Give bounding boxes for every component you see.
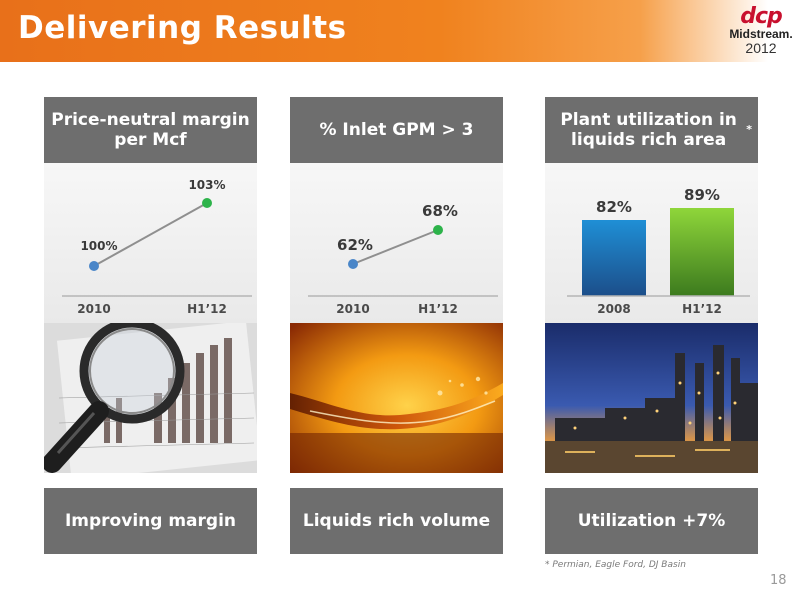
category-label: H1’12	[187, 302, 227, 316]
data-point	[202, 198, 212, 208]
chart-margin-svg: 100% 2010 103% H1’12	[62, 178, 252, 316]
photo-liquid-splash	[290, 323, 503, 473]
series-line	[352, 229, 439, 265]
panel-header: Plant utilization in liquids rich area *	[545, 97, 758, 163]
data-label: 82%	[596, 198, 632, 216]
panel-gpm: % Inlet GPM > 3 62% 2010 68% H1’12	[290, 97, 503, 554]
photo-magnifying-glass	[44, 323, 257, 473]
footnote: * Permian, Eagle Ford, DJ Basin	[545, 560, 686, 570]
panel-header-text: Plant utilization in liquids rich area	[560, 110, 737, 150]
data-label: 68%	[422, 202, 458, 220]
data-point	[89, 261, 99, 271]
data-label: 103%	[188, 178, 225, 192]
slide-title: Delivering Results	[18, 10, 347, 46]
bar	[582, 220, 646, 296]
company-logo: dcp Midstream. 2012	[726, 6, 796, 58]
data-point	[348, 259, 358, 269]
header-footnote-mark: *	[746, 123, 752, 136]
panel-header-text: % Inlet GPM > 3	[319, 120, 474, 140]
series-line	[93, 202, 208, 267]
category-label: 2010	[77, 302, 110, 316]
panel-header: % Inlet GPM > 3	[290, 97, 503, 163]
chart-utilization-svg: 82% 2008 89% H1’12	[567, 186, 750, 316]
panel-header-text: Price-neutral margin per Mcf	[51, 110, 250, 150]
chart-gpm: 62% 2010 68% H1’12	[290, 163, 503, 323]
data-label: 89%	[684, 186, 720, 204]
data-point	[433, 225, 443, 235]
title-banner: Delivering Results dcp Midstream. 2012	[0, 0, 800, 62]
category-label: 2010	[336, 302, 369, 316]
logo-year: 2012	[745, 40, 777, 56]
panel-footer: Liquids rich volume	[290, 488, 503, 554]
panel-footer: Utilization +7%	[545, 488, 758, 554]
data-label: 62%	[337, 236, 373, 254]
category-label: H1’12	[682, 302, 722, 316]
chart-gpm-svg: 62% 2010 68% H1’12	[308, 202, 498, 316]
logo-name: Midstream.	[729, 27, 793, 41]
panel-footer: Improving margin	[44, 488, 257, 554]
page-number: 18	[770, 573, 787, 588]
chart-utilization: 82% 2008 89% H1’12	[545, 163, 758, 323]
panel-margin: Price-neutral margin per Mcf 100% 2010 103…	[44, 97, 257, 554]
category-label: 2008	[597, 302, 630, 316]
chart-margin: 100% 2010 103% H1’12	[44, 163, 257, 323]
bar	[670, 208, 734, 296]
photo-processing-plant	[545, 323, 758, 473]
panel-header: Price-neutral margin per Mcf	[44, 97, 257, 163]
data-label: 100%	[80, 239, 117, 253]
panel-utilization: Plant utilization in liquids rich area * …	[545, 97, 758, 554]
logo-mark: dcp	[740, 4, 783, 29]
category-label: H1’12	[418, 302, 458, 316]
